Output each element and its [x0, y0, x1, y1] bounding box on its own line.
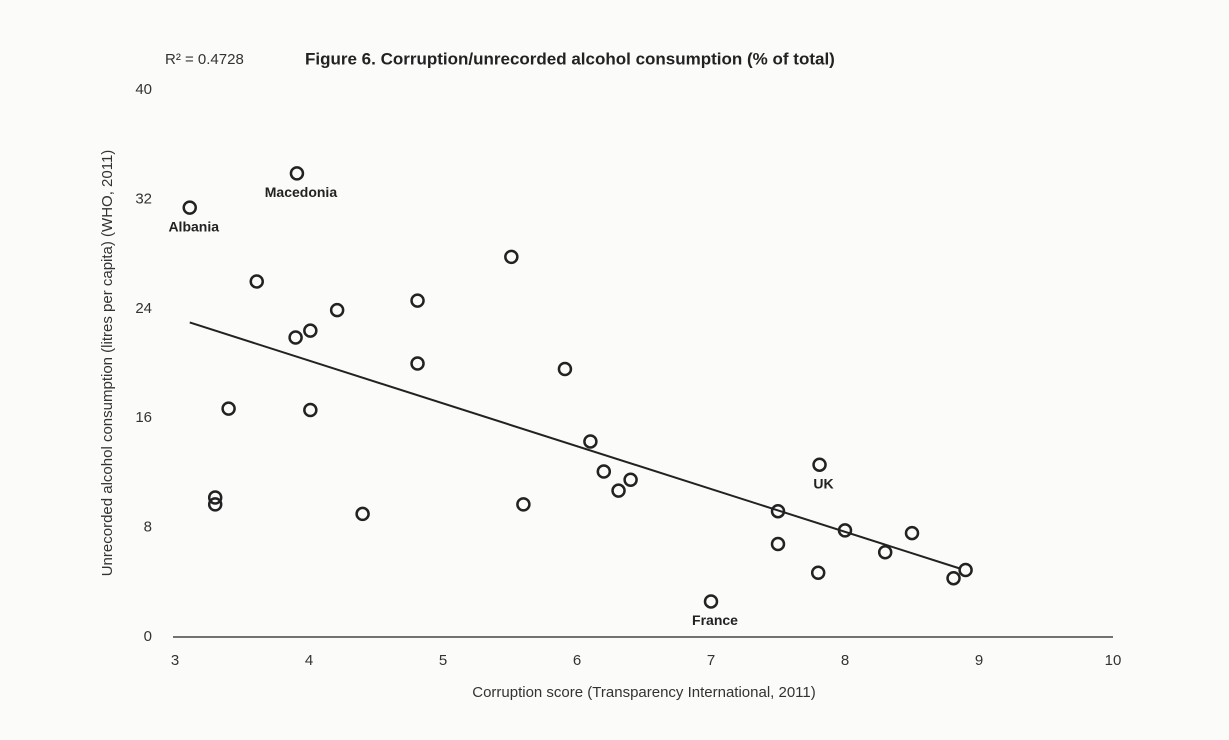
point: [410, 293, 425, 308]
point: [770, 503, 786, 519]
y-tick-label: 40: [135, 81, 152, 98]
trend-line: [189, 321, 961, 570]
point: [249, 274, 264, 289]
y-tick-label: 24: [135, 300, 152, 317]
x-tick-label: 5: [439, 652, 447, 669]
point: [837, 523, 853, 538]
point: [410, 356, 425, 371]
x-tick-label: 4: [305, 652, 313, 669]
point: [303, 323, 318, 338]
point: [812, 457, 827, 472]
point: [904, 525, 920, 541]
point: [207, 490, 223, 505]
point-label: Albania: [168, 218, 219, 234]
x-tick-label: 3: [171, 652, 179, 669]
point: [288, 330, 303, 345]
point-label: UK: [813, 475, 833, 491]
point: [958, 562, 973, 578]
chart-title: Figure 6. Corruption/unrecorded alcohol …: [305, 49, 835, 68]
point: [623, 472, 638, 487]
x-tick-label: 6: [573, 652, 581, 669]
point: [289, 166, 305, 181]
point: [329, 302, 345, 318]
y-axis-label: Unrecorded alcohol consumption (litres p…: [99, 150, 116, 577]
point-label: Macedonia: [265, 184, 338, 200]
point: [516, 497, 531, 512]
point: [583, 434, 598, 449]
x-axis-label: Corruption score (Transparency Internati…: [472, 684, 816, 701]
point: [504, 249, 519, 265]
point: [221, 401, 236, 416]
x-tick-label: 9: [975, 652, 983, 669]
point: [355, 506, 370, 522]
point: [877, 544, 893, 560]
x-tick-label: 7: [707, 652, 715, 669]
point: [207, 497, 223, 512]
point: [557, 361, 573, 377]
point: [596, 464, 612, 479]
point: [810, 565, 826, 580]
y-tick-label: 32: [135, 190, 152, 207]
x-tick-label: 8: [841, 652, 849, 669]
y-tick-label: 0: [144, 628, 152, 645]
x-tick-label: 10: [1105, 652, 1122, 669]
point-label: France: [692, 612, 738, 628]
r-squared: R² = 0.4728: [165, 51, 244, 68]
y-tick-label: 16: [135, 409, 152, 426]
point: [182, 200, 197, 215]
point: [703, 594, 719, 609]
point: [946, 570, 961, 586]
point: [611, 483, 626, 498]
point: [770, 536, 786, 552]
y-tick-label: 8: [144, 519, 152, 536]
point: [303, 402, 318, 418]
